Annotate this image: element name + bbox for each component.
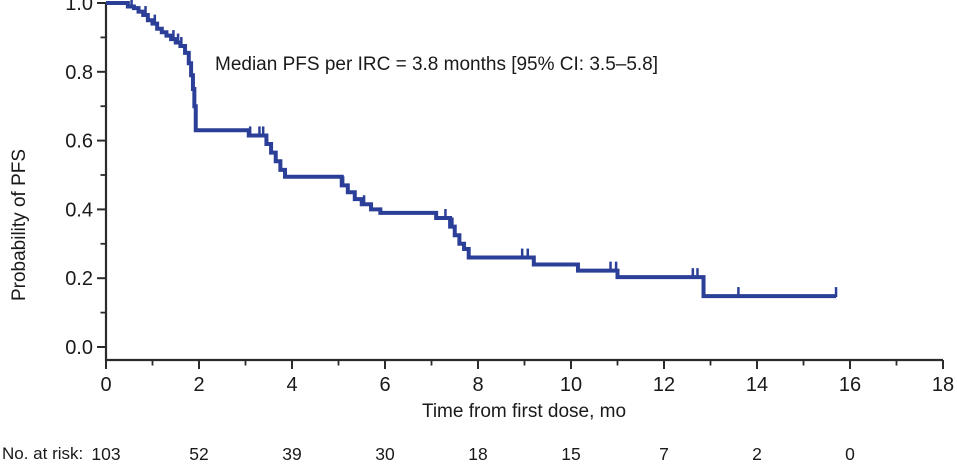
y-tick-label: 0.8 (65, 62, 93, 84)
x-tick-label: 12 (653, 374, 675, 396)
y-tick-label: 0.4 (65, 199, 93, 221)
x-tick-label: 18 (932, 374, 954, 396)
y-tick-label: 1.0 (65, 0, 93, 15)
km-curve (106, 1, 837, 299)
y-tick-label: 0.6 (65, 131, 93, 153)
risk-count: 18 (468, 444, 487, 464)
x-axis-title: Time from first dose, mo (421, 401, 627, 422)
x-tick-label: 14 (746, 374, 768, 396)
y-tick-label: 0.0 (65, 337, 93, 359)
y-tick-label: 0.2 (65, 268, 93, 290)
risk-count: 15 (561, 444, 580, 464)
x-tick-label: 10 (560, 374, 582, 396)
risk-count: 103 (91, 444, 120, 464)
risk-count: 0 (845, 444, 855, 464)
risk-count: 7 (659, 444, 669, 464)
x-tick-label: 8 (472, 374, 483, 396)
risk-count: 52 (189, 444, 208, 464)
median-pfs-annotation: Median PFS per IRC = 3.8 months [95% CI:… (215, 54, 659, 75)
y-axis-title: Probability of PFS (9, 148, 30, 302)
x-tick-label: 6 (379, 374, 390, 396)
risk-count: 30 (375, 444, 395, 464)
risk-count: 39 (282, 444, 301, 464)
x-tick-label: 2 (193, 374, 204, 396)
x-tick-label: 16 (839, 374, 861, 396)
risk-count: 2 (752, 444, 762, 464)
number-at-risk-label: No. at risk: (2, 444, 84, 463)
x-tick-label: 0 (100, 374, 111, 396)
x-tick-label: 4 (286, 374, 297, 396)
